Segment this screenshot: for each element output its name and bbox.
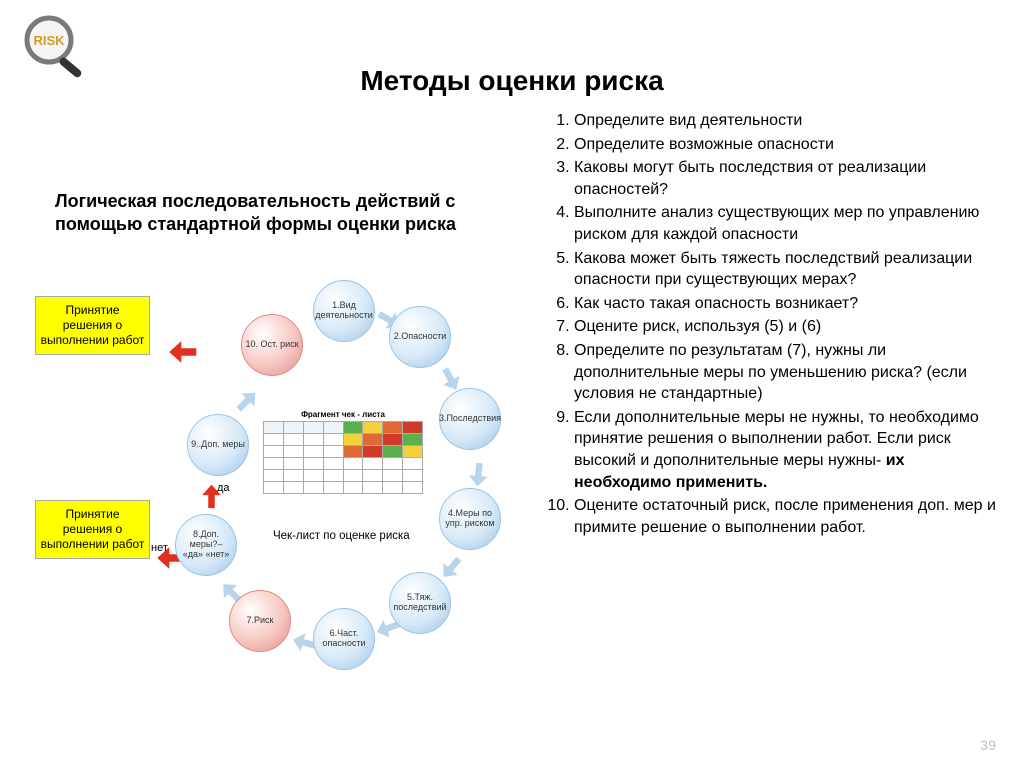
node-n4: 4.Меры по упр. риском	[439, 488, 501, 550]
step-item: Определите по результатам (7), нужны ли …	[574, 340, 1000, 405]
step-item: Выполните анализ существующих мер по упр…	[574, 202, 1000, 245]
node-n6: 6.Част. опасности	[313, 608, 375, 670]
step-item: Какова может быть тяжесть последствий ре…	[574, 248, 1000, 291]
decision-box: Принятие решения о выполнении работ	[35, 500, 150, 559]
node-n1: 1.Вид деятельности	[313, 280, 375, 342]
flow-arrow-up	[199, 485, 230, 511]
node-n10: 10. Ост. риск	[241, 314, 303, 376]
step-item: Если дополнительные меры не нужны, то не…	[574, 407, 1000, 493]
page-title: Методы оценки риска	[0, 65, 1024, 97]
page-number: 39	[980, 737, 996, 753]
label-net: нет	[151, 542, 168, 554]
steps-list: Определите вид деятельностиОпределите во…	[550, 110, 1000, 540]
process-diagram: Принятие решения о выполнении работПриня…	[45, 260, 525, 720]
step-item: Определите возможные опасности	[574, 134, 1000, 156]
subtitle: Логическая последовательность действий с…	[55, 190, 495, 237]
node-n8: 8.Доп. меры?– «да» «нет»	[175, 514, 237, 576]
step-item: Определите вид деятельности	[574, 110, 1000, 132]
step-item: Оцените остаточный риск, после применени…	[574, 495, 1000, 538]
center-caption: Чек-лист по оценке риска	[273, 530, 410, 542]
decision-box: Принятие решения о выполнении работ	[35, 296, 150, 355]
node-n2: 2.Опасности	[389, 306, 451, 368]
out-arrow	[169, 332, 199, 367]
step-item: Каковы могут быть последствия от реализа…	[574, 157, 1000, 200]
step-item: Оцените риск, используя (5) и (6)	[574, 316, 1000, 338]
center-checklist: Фрагмент чек - листа	[263, 410, 423, 421]
step-item: Как часто такая опасность возникает?	[574, 293, 1000, 315]
logo-text: RISK	[33, 33, 65, 48]
node-n7: 7.Риск	[229, 590, 291, 652]
flow-arrow	[459, 459, 492, 488]
node-n3: 3.Последствия	[439, 388, 501, 450]
node-n9: 9..Доп. меры	[187, 414, 249, 476]
node-n5: 5.Тяж. последствий	[389, 572, 451, 634]
